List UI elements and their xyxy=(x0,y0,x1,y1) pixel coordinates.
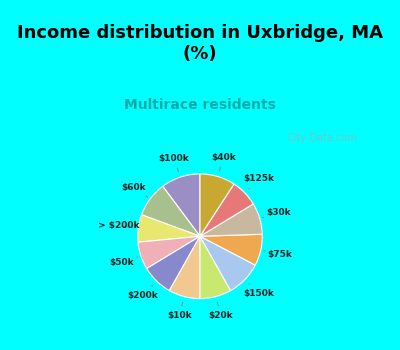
Text: > $200k: > $200k xyxy=(98,221,139,230)
Wedge shape xyxy=(142,186,200,236)
Text: Multirace residents: Multirace residents xyxy=(124,98,276,112)
Text: $150k: $150k xyxy=(244,284,274,298)
Text: $125k: $125k xyxy=(244,175,275,189)
Wedge shape xyxy=(138,215,200,242)
Wedge shape xyxy=(200,174,234,236)
Text: $40k: $40k xyxy=(211,153,236,171)
Wedge shape xyxy=(200,236,230,299)
Wedge shape xyxy=(147,236,200,290)
Text: Income distribution in Uxbridge, MA
(%): Income distribution in Uxbridge, MA (%) xyxy=(17,25,383,63)
Text: $200k: $200k xyxy=(127,285,158,300)
Text: $30k: $30k xyxy=(263,208,291,218)
Text: $10k: $10k xyxy=(167,302,192,320)
Text: $20k: $20k xyxy=(208,302,233,320)
Text: $60k: $60k xyxy=(122,183,148,197)
Wedge shape xyxy=(138,236,200,268)
Wedge shape xyxy=(200,234,262,265)
Wedge shape xyxy=(200,236,255,290)
Wedge shape xyxy=(200,184,253,236)
Text: $50k: $50k xyxy=(110,257,138,267)
Wedge shape xyxy=(163,174,200,236)
Wedge shape xyxy=(200,204,262,236)
Text: $75k: $75k xyxy=(264,250,293,259)
Text: City-Data.com: City-Data.com xyxy=(288,133,358,143)
Wedge shape xyxy=(170,236,200,299)
Text: $100k: $100k xyxy=(159,154,190,172)
